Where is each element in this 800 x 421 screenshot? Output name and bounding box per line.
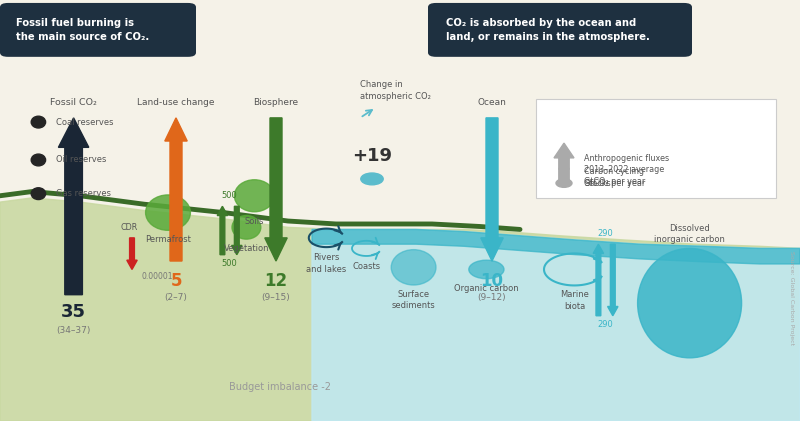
Text: Soils: Soils bbox=[245, 217, 264, 226]
Circle shape bbox=[556, 179, 572, 187]
Text: Organic carbon: Organic carbon bbox=[454, 284, 518, 293]
Text: 35: 35 bbox=[61, 303, 86, 321]
Polygon shape bbox=[594, 244, 603, 316]
Text: (9–15): (9–15) bbox=[262, 293, 290, 301]
Text: (2–7): (2–7) bbox=[165, 293, 187, 301]
Text: Fossil CO₂: Fossil CO₂ bbox=[50, 99, 97, 107]
Text: 5: 5 bbox=[170, 272, 182, 290]
Ellipse shape bbox=[31, 116, 46, 128]
Text: 10: 10 bbox=[481, 272, 503, 290]
Ellipse shape bbox=[234, 180, 274, 212]
Text: Surface
sediments: Surface sediments bbox=[392, 290, 435, 310]
Polygon shape bbox=[126, 238, 138, 269]
Text: Gas reserves: Gas reserves bbox=[56, 189, 111, 198]
Text: CO₂ is absorbed by the ocean and
land, or remains in the atmosphere.: CO₂ is absorbed by the ocean and land, o… bbox=[446, 18, 650, 42]
FancyBboxPatch shape bbox=[0, 3, 196, 57]
Text: (34–37): (34–37) bbox=[57, 326, 90, 335]
Polygon shape bbox=[165, 118, 187, 261]
Polygon shape bbox=[554, 143, 574, 185]
Text: 500: 500 bbox=[222, 259, 238, 268]
Ellipse shape bbox=[232, 216, 261, 239]
Polygon shape bbox=[58, 118, 89, 295]
Ellipse shape bbox=[638, 248, 742, 358]
Text: Oil reserves: Oil reserves bbox=[56, 155, 106, 165]
Text: 290: 290 bbox=[598, 320, 614, 329]
Polygon shape bbox=[265, 118, 287, 261]
Text: Change in
atmospheric CO₂: Change in atmospheric CO₂ bbox=[360, 80, 431, 101]
Text: 12: 12 bbox=[265, 272, 287, 290]
Polygon shape bbox=[232, 206, 242, 255]
Polygon shape bbox=[481, 118, 503, 261]
Text: Ocean: Ocean bbox=[478, 99, 506, 107]
Ellipse shape bbox=[146, 195, 190, 230]
Text: Coal reserves: Coal reserves bbox=[56, 117, 114, 127]
Text: Rivers
and lakes: Rivers and lakes bbox=[306, 253, 346, 274]
Text: 500: 500 bbox=[222, 191, 238, 200]
Text: Land-use change: Land-use change bbox=[138, 99, 214, 107]
Text: Biosphere: Biosphere bbox=[254, 99, 298, 107]
Ellipse shape bbox=[31, 154, 46, 166]
Text: Marine
biota: Marine biota bbox=[560, 290, 589, 311]
Text: Permafrost: Permafrost bbox=[145, 235, 191, 244]
Text: Anthropogenic fluxes
2013–2022 average
GtCO₂ per year: Anthropogenic fluxes 2013–2022 average G… bbox=[584, 154, 669, 186]
Text: Fossil fuel burning is
the main source of CO₂.: Fossil fuel burning is the main source o… bbox=[16, 18, 150, 42]
Polygon shape bbox=[608, 244, 618, 316]
Text: CDR: CDR bbox=[121, 223, 138, 232]
Polygon shape bbox=[312, 229, 800, 421]
Polygon shape bbox=[0, 198, 800, 421]
Polygon shape bbox=[218, 206, 228, 255]
Ellipse shape bbox=[31, 188, 46, 200]
Text: Stocks: Stocks bbox=[584, 179, 610, 188]
Ellipse shape bbox=[391, 250, 436, 285]
Circle shape bbox=[469, 260, 504, 279]
Polygon shape bbox=[312, 229, 800, 264]
Text: (9–12): (9–12) bbox=[478, 293, 506, 301]
Text: Vegetation: Vegetation bbox=[224, 244, 269, 253]
Text: Coasts: Coasts bbox=[352, 262, 381, 271]
Text: Carbon cycling
GtCO₂ per year: Carbon cycling GtCO₂ per year bbox=[584, 167, 646, 188]
Text: Budget imbalance -2: Budget imbalance -2 bbox=[229, 381, 331, 392]
Circle shape bbox=[361, 173, 383, 185]
Text: 0.00001: 0.00001 bbox=[142, 272, 173, 280]
FancyBboxPatch shape bbox=[536, 99, 776, 198]
Polygon shape bbox=[559, 160, 570, 185]
FancyBboxPatch shape bbox=[428, 3, 692, 57]
Text: Source: Global Carbon Project: Source: Global Carbon Project bbox=[790, 251, 794, 345]
Text: 290: 290 bbox=[598, 229, 614, 238]
Text: +19: +19 bbox=[352, 147, 392, 165]
Text: Dissolved
inorganic carbon: Dissolved inorganic carbon bbox=[654, 224, 725, 244]
